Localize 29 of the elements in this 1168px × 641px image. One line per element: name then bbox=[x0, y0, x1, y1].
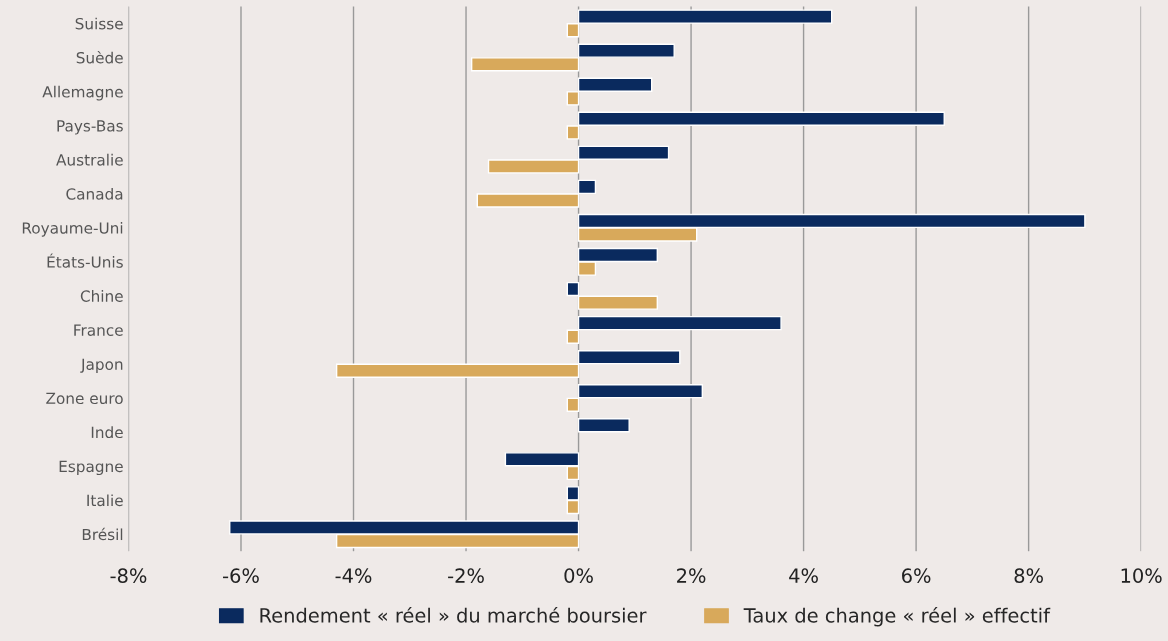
x-tick-label: 10% bbox=[1121, 568, 1162, 583]
legend-label: Rendement « réel » du marché boursier bbox=[260, 606, 647, 623]
x-tick-label: 4% bbox=[789, 568, 818, 583]
y-tick-label: Chine bbox=[80, 290, 123, 302]
y-tick-label: Australie bbox=[56, 153, 123, 166]
x-tick-label: 8% bbox=[1014, 568, 1043, 583]
y-tick-label: Inde bbox=[91, 426, 123, 439]
x-tick-label: -2% bbox=[448, 568, 484, 583]
y-tick-label: Royaume-Uni bbox=[22, 221, 123, 237]
y-tick-label: États-Unis bbox=[47, 253, 123, 268]
y-tick-label: Italie bbox=[87, 494, 123, 507]
y-tick-label: Suisse bbox=[75, 17, 123, 30]
y-tick-label: Allemagne bbox=[42, 85, 123, 101]
y-tick-label: Espagne bbox=[59, 460, 123, 476]
x-tick-label: -8% bbox=[110, 568, 147, 583]
x-tick-label: 0% bbox=[564, 568, 593, 583]
y-tick-label: France bbox=[74, 324, 123, 336]
y-tick-label: Zone euro bbox=[46, 392, 123, 405]
x-tick-label: 6% bbox=[902, 568, 931, 583]
legend-label: Taux de change « réel » effectif bbox=[743, 606, 1051, 627]
y-tick-label: Canada bbox=[66, 187, 123, 200]
x-tick-label: 2% bbox=[677, 568, 706, 583]
y-tick-label: Suède bbox=[76, 51, 123, 64]
bar bbox=[577, 418, 630, 433]
y-tick-label: Pays-Bas bbox=[57, 120, 123, 135]
x-tick-label: -4% bbox=[335, 568, 372, 583]
y-tick-label: Japon bbox=[80, 358, 123, 373]
x-tick-label: -6% bbox=[223, 568, 259, 583]
y-tick-label: Brésil bbox=[82, 527, 123, 541]
